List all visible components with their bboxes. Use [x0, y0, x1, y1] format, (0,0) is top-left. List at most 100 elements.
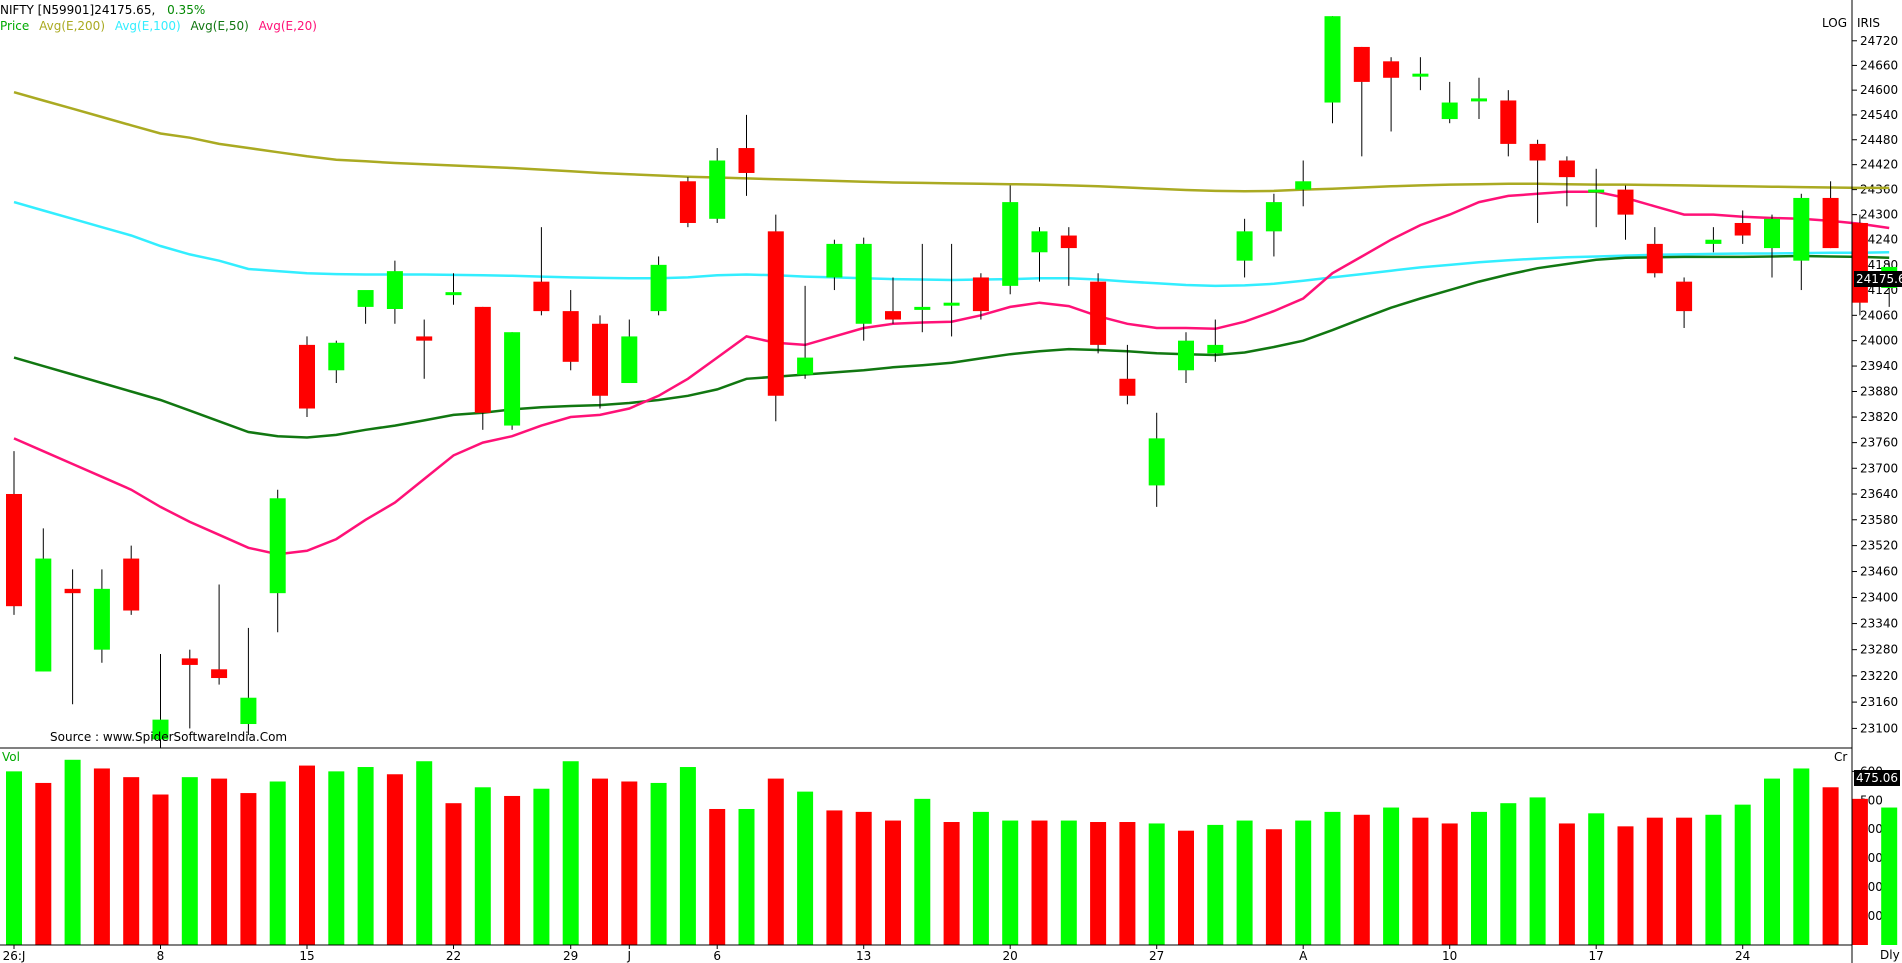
price-tick-label: 24060	[1860, 308, 1898, 322]
price-tick-label: 23880	[1860, 385, 1898, 399]
price-tick-label: 24480	[1860, 133, 1898, 147]
volume-bar	[1090, 822, 1107, 945]
period-label: Dly	[1880, 948, 1900, 962]
volume-bar	[738, 808, 755, 945]
candle-body	[504, 332, 521, 426]
price-tick-label: 23580	[1860, 513, 1898, 527]
volume-bar	[1265, 829, 1282, 945]
candle-body	[1353, 46, 1370, 82]
candle-body	[1031, 231, 1048, 253]
volume-bar	[709, 808, 726, 945]
legend-ema20: Avg(E,20)	[258, 19, 317, 33]
price-tick-label: 24540	[1860, 108, 1898, 122]
volume-bar	[93, 768, 110, 945]
volume-bar	[240, 793, 257, 945]
candle-body	[1383, 61, 1400, 78]
date-tick-label: 22	[446, 949, 461, 963]
candle-body	[1646, 243, 1663, 274]
volume-bar	[1764, 778, 1780, 945]
change-percent: 0.35%	[167, 3, 206, 17]
date-tick-label: 17	[1589, 949, 1604, 963]
volume-bar	[826, 810, 843, 945]
price-tick-label: 24660	[1860, 58, 1898, 72]
volume-bar	[357, 767, 374, 945]
volume-bar	[445, 803, 462, 945]
candle-body	[562, 311, 579, 362]
candle-body	[679, 181, 696, 223]
volume-bar	[1353, 814, 1370, 945]
candle-body	[914, 306, 931, 310]
iris-button[interactable]: IRIS	[1857, 16, 1881, 30]
ema-line-1	[13, 90, 1890, 193]
log-scale-toggle[interactable]: LOG	[1822, 16, 1848, 30]
candle-body	[299, 344, 315, 409]
volume-bar	[1822, 787, 1839, 945]
candle-body	[445, 292, 462, 296]
candle-body	[474, 306, 491, 413]
candle-body	[738, 148, 755, 173]
volume-bar	[1412, 817, 1429, 945]
price-tick-label: 23280	[1860, 643, 1898, 657]
candle-body	[328, 342, 345, 371]
candle-body	[855, 243, 872, 324]
volume-bar	[35, 782, 52, 945]
date-tick-label: 13	[856, 949, 871, 963]
date-tick-label: 6	[713, 949, 721, 963]
candle-body	[152, 719, 169, 740]
candle-body	[1265, 202, 1282, 232]
volume-bar	[1881, 807, 1898, 945]
price-tick-label: 23640	[1860, 487, 1898, 501]
candle-body	[1295, 181, 1312, 190]
candle-body	[240, 697, 257, 725]
price-tick-label: 23520	[1860, 539, 1898, 553]
volume-bar	[269, 781, 286, 945]
candle-body	[64, 588, 81, 594]
date-tick-label: 27	[1149, 949, 1164, 963]
date-tick-label: 10	[1442, 949, 1457, 963]
price-tick-label: 23700	[1860, 461, 1898, 475]
volume-bar	[679, 767, 696, 945]
candle-body	[650, 264, 667, 312]
candle-body	[1441, 102, 1458, 120]
candle-body	[1500, 100, 1517, 144]
price-tick-label: 24300	[1860, 208, 1898, 222]
volume-bar	[1031, 820, 1048, 945]
candle-body	[123, 558, 140, 611]
price-tick-label: 23100	[1860, 721, 1898, 735]
date-axis: 26:J 8 15 22 29 J 6 13 20 27 A 10 17 24	[3, 945, 1750, 963]
volume-unit: Cr	[1834, 750, 1848, 764]
candle-body	[1705, 239, 1722, 244]
legend-ema200: Avg(E,200)	[39, 19, 105, 33]
volume-bar	[1441, 823, 1458, 945]
candle-body	[1734, 222, 1751, 236]
volume-bar	[1002, 820, 1019, 945]
candle-body	[767, 231, 784, 396]
candle-body	[1617, 189, 1634, 215]
candle-body	[1558, 160, 1575, 178]
candle-body	[797, 357, 814, 375]
volume-bar	[211, 778, 228, 945]
price-tick-label: 23400	[1860, 591, 1898, 605]
candle-body	[1178, 340, 1194, 371]
candle-body	[1148, 438, 1165, 486]
volume-bar	[1529, 797, 1546, 945]
candle-body	[1324, 16, 1341, 103]
volume-bar	[1734, 804, 1751, 945]
candle-body	[1090, 281, 1107, 345]
volume-bar	[1324, 811, 1341, 945]
volume-bar	[6, 771, 22, 945]
price-tick-label: 23940	[1860, 359, 1898, 373]
candle-body	[1412, 73, 1429, 77]
volume-bar	[855, 811, 872, 945]
volume-bar	[299, 765, 315, 945]
volume-bar	[1383, 807, 1400, 945]
candle-body	[1676, 281, 1693, 312]
volume-bar	[1236, 820, 1253, 945]
volume-bar	[1793, 768, 1810, 945]
candle-body	[93, 588, 110, 650]
price-tick-label: 24420	[1860, 158, 1898, 172]
volume-bar	[533, 788, 550, 945]
volume-bar	[621, 781, 638, 945]
candle-body	[592, 323, 608, 396]
chart-header: NIFTY [N59901]24175.65, 0.35%	[0, 2, 205, 18]
